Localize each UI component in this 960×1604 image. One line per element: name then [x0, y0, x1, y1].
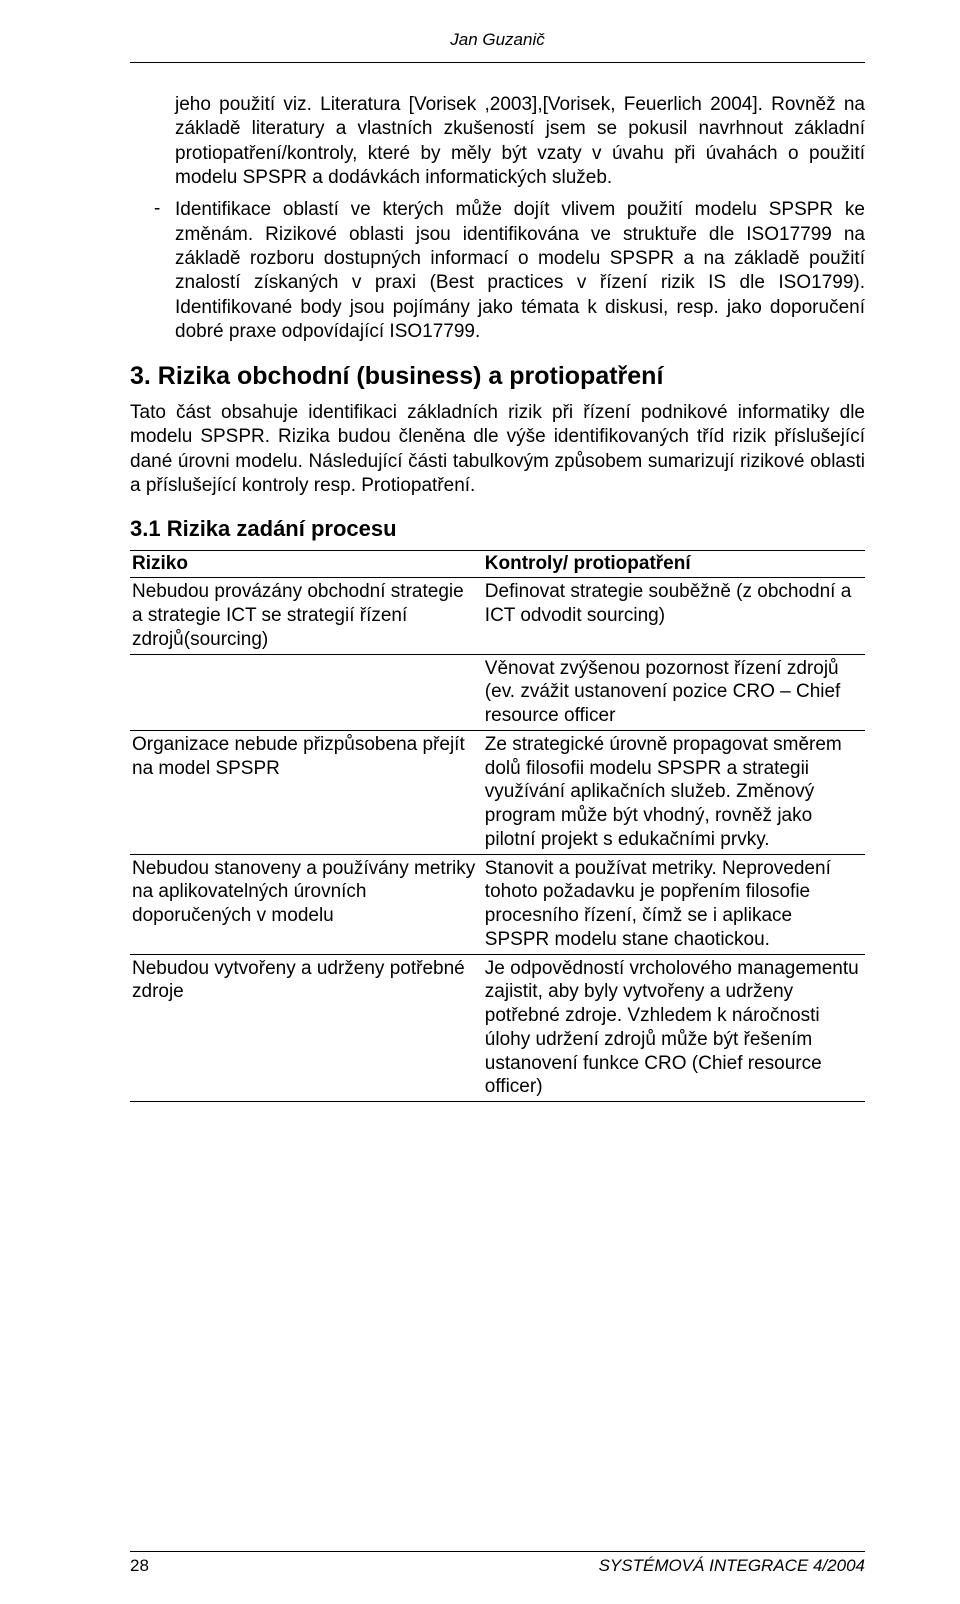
cell-risk [130, 654, 483, 730]
risk-table: Riziko Kontroly/ protiopatření Nebudou p… [130, 550, 865, 1102]
bullet-dash: - [150, 198, 175, 344]
section-3-intro: Tato část obsahuje identifikaci základní… [130, 401, 865, 498]
journal-name: SYSTÉMOVÁ INTEGRACE 4/2004 [599, 1556, 865, 1576]
page-footer: 28 SYSTÉMOVÁ INTEGRACE 4/2004 [130, 1551, 865, 1576]
cell-control: Definovat strategie souběžně (z obchodní… [483, 578, 865, 654]
cell-risk: Nebudou provázány obchodní strategie a s… [130, 578, 483, 654]
cell-control: Ze strategické úrovně propagovat směrem … [483, 730, 865, 854]
cell-risk: Nebudou vytvořeny a udrženy potřebné zdr… [130, 954, 483, 1102]
cell-control: Je odpovědností vrcholového managementu … [483, 954, 865, 1102]
table-row: Nebudou provázány obchodní strategie a s… [130, 578, 865, 654]
table-row: Nebudou stanoveny a používány metriky na… [130, 854, 865, 954]
header-rule [130, 62, 865, 63]
cell-control: Věnovat zvýšenou pozornost řízení zdrojů… [483, 654, 865, 730]
table-header-row: Riziko Kontroly/ protiopatření [130, 551, 865, 578]
header-author: Jan Guzanič [130, 30, 865, 50]
paragraph-continuation: jeho použití viz. Literatura [Vorisek ,2… [175, 93, 865, 190]
table-row: Organizace nebude přizpůsobena přejít na… [130, 730, 865, 854]
bullet-item: - Identifikace oblastí ve kterých může d… [150, 198, 865, 344]
cell-risk: Organizace nebude přizpůsobena přejít na… [130, 730, 483, 854]
cell-risk: Nebudou stanoveny a používány metriky na… [130, 854, 483, 954]
col-header-risk: Riziko [130, 551, 483, 578]
cell-control: Stanovit a používat metriky. Neprovedení… [483, 854, 865, 954]
table-row: Věnovat zvýšenou pozornost řízení zdrojů… [130, 654, 865, 730]
heading-section-3: 3. Rizika obchodní (business) a protiopa… [130, 362, 865, 391]
col-header-control: Kontroly/ protiopatření [483, 551, 865, 578]
table-row: Nebudou vytvořeny a udrženy potřebné zdr… [130, 954, 865, 1102]
page-number: 28 [130, 1556, 149, 1576]
heading-section-3-1: 3.1 Rizika zadání procesu [130, 516, 865, 542]
bullet-text: Identifikace oblastí ve kterých může doj… [175, 198, 865, 344]
footer-rule [130, 1551, 865, 1552]
